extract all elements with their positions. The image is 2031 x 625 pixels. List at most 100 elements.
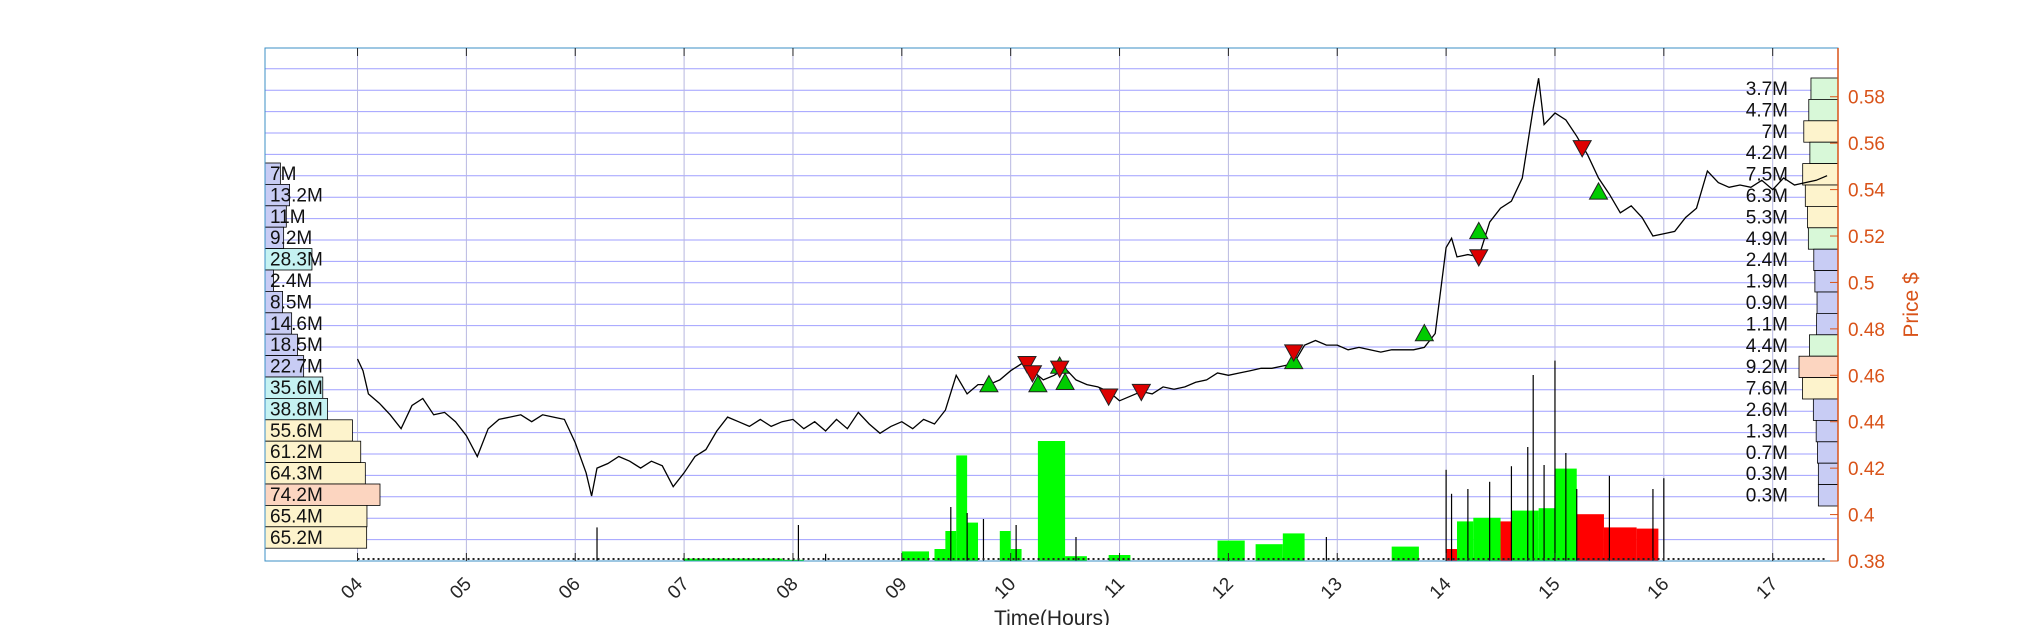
right-profile-bar (1804, 184, 1839, 207)
y-tick-label: 0.48 (1848, 320, 1885, 341)
x-tick-label: 08 (773, 574, 803, 604)
left-profile-label: 9.2M (270, 228, 312, 249)
left-profile-label: 18.5M (270, 335, 323, 356)
right-profile-bar (1808, 99, 1839, 122)
x-tick-label: 12 (1208, 574, 1238, 604)
buy-volume-bar (1391, 546, 1419, 561)
buy-volume-bar (1473, 517, 1501, 561)
buy-volume-bar (967, 522, 979, 561)
right-profile-bar (1814, 270, 1839, 293)
y-tick-label: 0.5 (1848, 273, 1874, 294)
right-profile-bar (1816, 291, 1839, 314)
right-profile-label: 0.9M (1746, 293, 1788, 314)
buy-volume-bar (1037, 441, 1066, 561)
buy-marker (1468, 221, 1489, 240)
sell-marker (1468, 249, 1489, 267)
buy-volume-bar (1538, 508, 1555, 561)
right-profile-bar (1813, 248, 1839, 271)
trade-markers (979, 140, 1609, 407)
right-profile-bar (1798, 355, 1839, 379)
sell-marker (1017, 355, 1037, 374)
left-profile-label: 11M (270, 207, 306, 228)
left-profile-label: 22.7M (270, 357, 323, 378)
left-profile-label: 8.5M (270, 292, 312, 313)
right-profile-bar (1809, 141, 1839, 164)
y-tick-label: 0.38 (1848, 552, 1885, 573)
buy-volume-bar (1217, 540, 1245, 561)
y-tick-label: 0.52 (1848, 227, 1885, 248)
right-profile-bar (1816, 312, 1839, 336)
right-profile-bar (1802, 377, 1839, 400)
sell-marker (1022, 365, 1043, 384)
left-profile-label: 28.3M (270, 250, 323, 271)
left-profile-label: 64.3M (270, 464, 323, 485)
right-profile-label: 7.6M (1746, 379, 1788, 400)
x-tick-label: 05 (446, 574, 476, 604)
right-profile-bar (1812, 398, 1839, 421)
right-profile-label: 4.4M (1746, 336, 1788, 357)
buy-volume-bar (1511, 510, 1539, 561)
right-profile-bar (1807, 205, 1839, 229)
right-profile-label: 6.3M (1746, 186, 1788, 207)
right-profile-bar (1809, 334, 1839, 357)
left-profile-label: 2.4M (270, 271, 312, 292)
y-tick-label: 0.46 (1848, 366, 1885, 387)
right-profile-label: 3.7M (1746, 79, 1788, 100)
price-line (356, 78, 1828, 497)
y-tick-label: 0.56 (1848, 134, 1885, 155)
x-tick-label: 14 (1426, 573, 1456, 603)
y-tick-label: 0.54 (1848, 181, 1885, 202)
left-profile-label: 38.8M (270, 399, 323, 420)
y-tick-label: 0.44 (1848, 413, 1885, 434)
right-profile-bar (1815, 419, 1839, 443)
left-volume-profile: 7M13.2M11M9.2M28.3M2.4M8.5M14.6M18.5M22.… (264, 162, 381, 549)
volume-bars (357, 360, 1828, 561)
right-profile-label: 9.2M (1746, 357, 1788, 378)
y-axis-label: Price $ (1900, 272, 1923, 338)
y-tick-label: 0.4 (1848, 506, 1875, 527)
right-profile-bar (1810, 77, 1839, 100)
right-profile-label: 1.9M (1746, 272, 1788, 293)
right-profile-bar (1817, 484, 1839, 507)
right-profile-bar (1817, 462, 1839, 486)
left-profile-label: 14.6M (270, 314, 323, 335)
sell-marker (1098, 388, 1119, 407)
left-profile-label: 35.6M (270, 378, 323, 399)
buy-volume-bar (1456, 521, 1474, 561)
left-profile-label: 13.2M (270, 185, 323, 206)
right-profile-bar (1807, 227, 1839, 250)
left-profile-label: 65.4M (270, 506, 323, 527)
buy-marker (1028, 374, 1048, 393)
sell-volume-bar (1636, 528, 1659, 561)
x-tick-label: 06 (555, 574, 585, 604)
sell-marker (1572, 140, 1593, 158)
right-profile-label: 5.3M (1746, 207, 1788, 228)
right-profile-label: 0.3M (1746, 464, 1788, 485)
sell-marker (1131, 383, 1152, 402)
y-tick-label: 0.58 (1848, 88, 1885, 109)
price-line-group (356, 78, 1828, 497)
y-tick-label: 0.42 (1848, 459, 1885, 480)
x-tick-label: 09 (882, 574, 912, 604)
sell-marker (1049, 360, 1070, 379)
right-profile-label: 2.4M (1746, 250, 1788, 271)
right-profile-label: 4.2M (1746, 143, 1788, 164)
left-profile-label: 55.6M (270, 421, 323, 442)
right-profile-bar (1803, 120, 1839, 143)
buy-volume-bar (1255, 544, 1283, 561)
sell-volume-bar (1576, 514, 1604, 561)
buy-marker (1588, 181, 1609, 200)
left-profile-label: 74.2M (270, 485, 323, 506)
buy-volume-bar (1282, 533, 1305, 561)
x-tick-label: 16 (1644, 574, 1674, 604)
right-profile-bar (1817, 441, 1839, 464)
x-tick-label: 13 (1317, 574, 1347, 604)
x-tick-label: 17 (1752, 574, 1782, 604)
buy-marker (1055, 372, 1075, 390)
x-tick-label: 04 (337, 573, 367, 603)
x-tick-label: 10 (990, 574, 1020, 604)
right-volume-profile: 3.7M4.7M7M4.2M7.5M6.3M5.3M4.9M2.4M1.9M0.… (1746, 77, 1839, 507)
right-profile-label: 2.6M (1746, 400, 1788, 421)
x-tick-label: 07 (664, 574, 694, 604)
